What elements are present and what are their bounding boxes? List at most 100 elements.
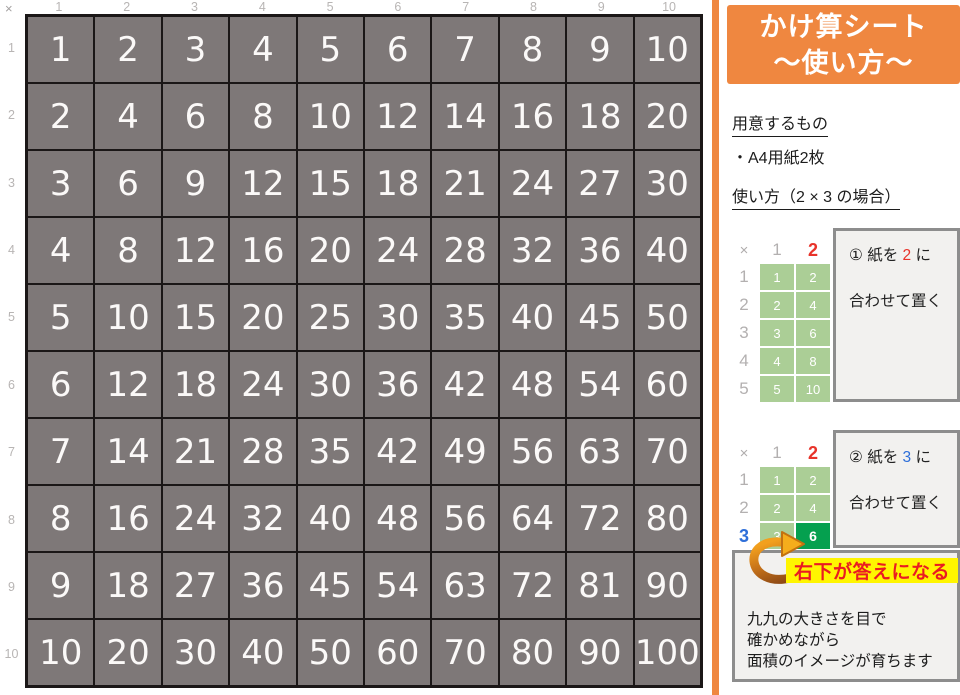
table-cell: 20 bbox=[634, 84, 700, 149]
table-cell: 7 bbox=[28, 419, 94, 484]
table-cell: 60 bbox=[365, 620, 431, 685]
mini-row-label: 1 bbox=[739, 470, 749, 489]
table-cell: 28 bbox=[432, 218, 498, 283]
table-cell: 30 bbox=[365, 285, 431, 350]
table-cell: 70 bbox=[634, 419, 700, 484]
table-cell: 40 bbox=[634, 218, 700, 283]
table-cell: 3 bbox=[28, 151, 94, 216]
mini-cell: 4 bbox=[796, 292, 830, 318]
mini-cell: 2 bbox=[796, 467, 830, 493]
table-cell: 16 bbox=[499, 84, 566, 149]
multiply-symbol: × bbox=[5, 1, 13, 16]
table-cell: 10 bbox=[95, 285, 161, 350]
table-cell: 24 bbox=[162, 486, 229, 551]
table-cell: 40 bbox=[297, 486, 363, 551]
table-cell: 16 bbox=[230, 218, 296, 283]
title-line-1: かけ算シート bbox=[759, 11, 928, 42]
table-cell: 80 bbox=[499, 620, 566, 685]
table-cell: 30 bbox=[634, 151, 700, 216]
col-label: 7 bbox=[462, 0, 470, 14]
table-cell: 35 bbox=[432, 285, 498, 350]
table-cell: 36 bbox=[230, 553, 296, 618]
table-cell: 54 bbox=[365, 553, 431, 618]
table-cell: 20 bbox=[230, 285, 296, 350]
table-cell: 63 bbox=[567, 419, 633, 484]
step1-accent: 2 bbox=[902, 247, 912, 264]
table-cell: 18 bbox=[95, 553, 161, 618]
table-cell: 30 bbox=[162, 620, 229, 685]
usage-heading: 使い方（2 × 3 の場合） bbox=[732, 183, 901, 210]
table-cell: 6 bbox=[28, 352, 94, 417]
col-label: 4 bbox=[258, 0, 266, 14]
row-labels: 1 2 3 4 5 6 7 8 9 10 bbox=[0, 14, 23, 688]
footer-line-3: 面積のイメージが育ちます bbox=[747, 653, 933, 670]
mini-row-label: 4 bbox=[739, 351, 749, 370]
row-label: 3 bbox=[8, 175, 15, 190]
table-cell: 2 bbox=[95, 17, 161, 82]
table-cell: 28 bbox=[230, 419, 296, 484]
table-cell: 4 bbox=[230, 17, 296, 82]
table-cell: 80 bbox=[634, 486, 700, 551]
table-cell: 8 bbox=[95, 218, 161, 283]
table-cell: 48 bbox=[499, 352, 566, 417]
sheet-title: かけ算シート ～使い方～ bbox=[727, 5, 960, 84]
table-cell: 45 bbox=[297, 553, 363, 618]
step2-accent: 3 bbox=[902, 449, 912, 466]
table-cell: 14 bbox=[432, 84, 498, 149]
table-cell: 64 bbox=[499, 486, 566, 551]
table-cell: 30 bbox=[297, 352, 363, 417]
table-cell: 42 bbox=[432, 352, 498, 417]
table-cell: 14 bbox=[95, 419, 161, 484]
table-cell: 10 bbox=[28, 620, 94, 685]
table-cell: 4 bbox=[28, 218, 94, 283]
table-cell: 48 bbox=[365, 486, 431, 551]
column-labels: 1 2 3 4 5 6 7 8 9 10 bbox=[25, 0, 703, 14]
table-cell: 3 bbox=[162, 17, 229, 82]
table-cell: 15 bbox=[162, 285, 229, 350]
mini-cell: 5 bbox=[760, 376, 794, 402]
table-cell: 21 bbox=[432, 151, 498, 216]
col-label: 6 bbox=[394, 0, 402, 14]
table-cell: 12 bbox=[162, 218, 229, 283]
table-cell: 72 bbox=[567, 486, 633, 551]
table-cell: 18 bbox=[365, 151, 431, 216]
table-cell: 5 bbox=[28, 285, 94, 350]
row-label: 10 bbox=[4, 647, 19, 662]
table-cell: 8 bbox=[230, 84, 296, 149]
table-cell: 6 bbox=[95, 151, 161, 216]
table-cell: 12 bbox=[365, 84, 431, 149]
footer-line-1: 九九の大きさを目で bbox=[747, 611, 887, 628]
mini-cell: 8 bbox=[796, 348, 830, 374]
table-cell: 40 bbox=[499, 285, 566, 350]
mini-cell: 10 bbox=[796, 376, 830, 402]
table-cell: 25 bbox=[297, 285, 363, 350]
table-cell: 20 bbox=[95, 620, 161, 685]
table-cell: 1 bbox=[28, 17, 94, 82]
table-cell: 6 bbox=[162, 84, 229, 149]
mini-cell: 4 bbox=[760, 348, 794, 374]
table-cell: 9 bbox=[567, 17, 633, 82]
table-cell: 15 bbox=[297, 151, 363, 216]
step2-line2: 合わせて置く bbox=[849, 495, 943, 512]
paper-sheet-step1: ① 紙を 2 に 合わせて置く bbox=[833, 228, 960, 402]
table-cell: 27 bbox=[567, 151, 633, 216]
row-label: 5 bbox=[8, 310, 15, 325]
table-cell: 50 bbox=[634, 285, 700, 350]
table-cell: 72 bbox=[499, 553, 566, 618]
prepare-heading: 用意するもの bbox=[732, 110, 829, 137]
mini-row-label: 5 bbox=[739, 379, 749, 398]
mini-row-label: 1 bbox=[739, 267, 749, 286]
mini-cell: 2 bbox=[796, 264, 830, 290]
row-label: 6 bbox=[8, 377, 15, 392]
table-cell: 40 bbox=[230, 620, 296, 685]
row-label: 7 bbox=[8, 445, 15, 460]
table-cell: 8 bbox=[28, 486, 94, 551]
mini-cell: 1 bbox=[760, 264, 794, 290]
table-cell: 36 bbox=[365, 352, 431, 417]
mini-row-label: 3 bbox=[738, 525, 749, 546]
table-cell: 56 bbox=[432, 486, 498, 551]
mini-cell: 2 bbox=[760, 495, 794, 521]
table-cell: 32 bbox=[499, 218, 566, 283]
table-cell: 12 bbox=[230, 151, 296, 216]
table-cell: 7 bbox=[432, 17, 498, 82]
